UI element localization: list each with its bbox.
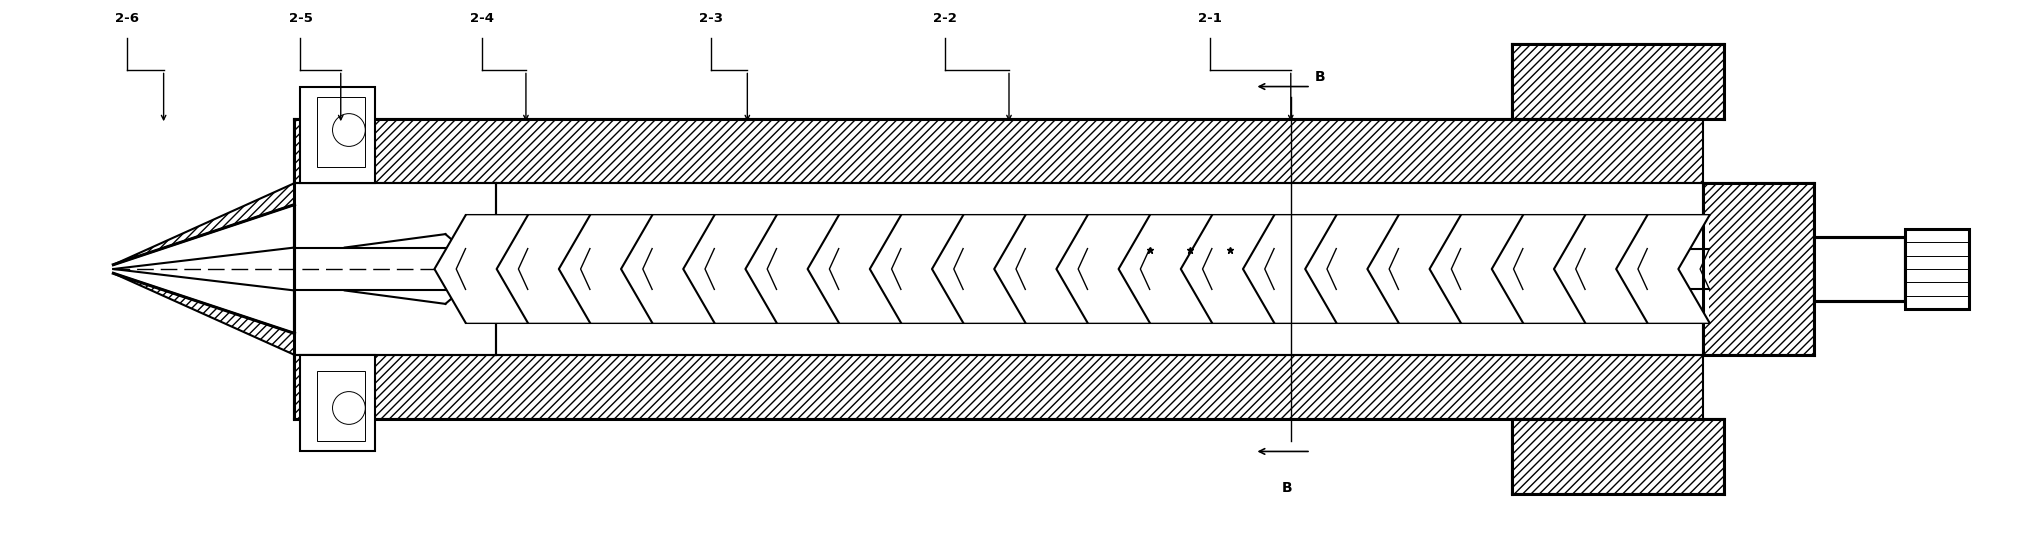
Bar [317,371,365,441]
Polygon shape [1429,215,1524,269]
Bar [301,355,375,451]
Polygon shape [932,215,1025,269]
Bar [317,97,365,167]
Bar [295,119,1703,183]
Polygon shape [496,215,589,269]
Polygon shape [622,215,714,269]
Polygon shape [807,215,900,269]
Polygon shape [1055,269,1150,323]
Polygon shape [113,183,295,265]
Polygon shape [1306,215,1398,269]
Polygon shape [684,215,777,269]
Text: B: B [1281,481,1292,495]
Polygon shape [1243,269,1336,323]
Polygon shape [870,215,963,269]
Polygon shape [1554,215,1647,269]
Polygon shape [807,269,900,323]
Polygon shape [1181,269,1273,323]
Polygon shape [1118,269,1213,323]
Polygon shape [559,215,652,269]
Polygon shape [434,269,529,323]
Polygon shape [1368,269,1461,323]
Polygon shape [1243,215,1336,269]
Polygon shape [1554,269,1647,323]
Polygon shape [1055,215,1150,269]
Polygon shape [1368,215,1461,269]
Polygon shape [1616,269,1709,323]
Polygon shape [496,269,589,323]
Polygon shape [1306,269,1398,323]
Text: B: B [1316,70,1326,84]
Polygon shape [745,269,839,323]
Text: 2-6: 2-6 [115,12,139,25]
Polygon shape [870,269,963,323]
Bar [1703,183,1814,355]
Polygon shape [745,215,839,269]
Text: 2-5: 2-5 [289,12,313,25]
Polygon shape [113,273,295,355]
Bar [301,87,375,183]
Polygon shape [559,269,652,323]
Polygon shape [1118,215,1213,269]
Bar [1511,44,1723,119]
Polygon shape [1491,215,1584,269]
Bar [466,215,1709,323]
Polygon shape [932,269,1025,323]
Text: 2-1: 2-1 [1199,12,1223,25]
Bar [295,355,1703,419]
Bar [1905,229,1970,309]
Polygon shape [622,269,714,323]
Bar [1511,419,1723,494]
Text: 2-3: 2-3 [698,12,722,25]
Polygon shape [434,215,529,269]
Text: 2-4: 2-4 [470,12,494,25]
Polygon shape [1491,269,1584,323]
Polygon shape [1429,269,1524,323]
Bar [1814,237,1905,301]
Polygon shape [1616,215,1709,269]
Text: 2-2: 2-2 [932,12,957,25]
Polygon shape [1181,215,1273,269]
Polygon shape [995,269,1088,323]
Polygon shape [684,269,777,323]
Polygon shape [995,215,1088,269]
